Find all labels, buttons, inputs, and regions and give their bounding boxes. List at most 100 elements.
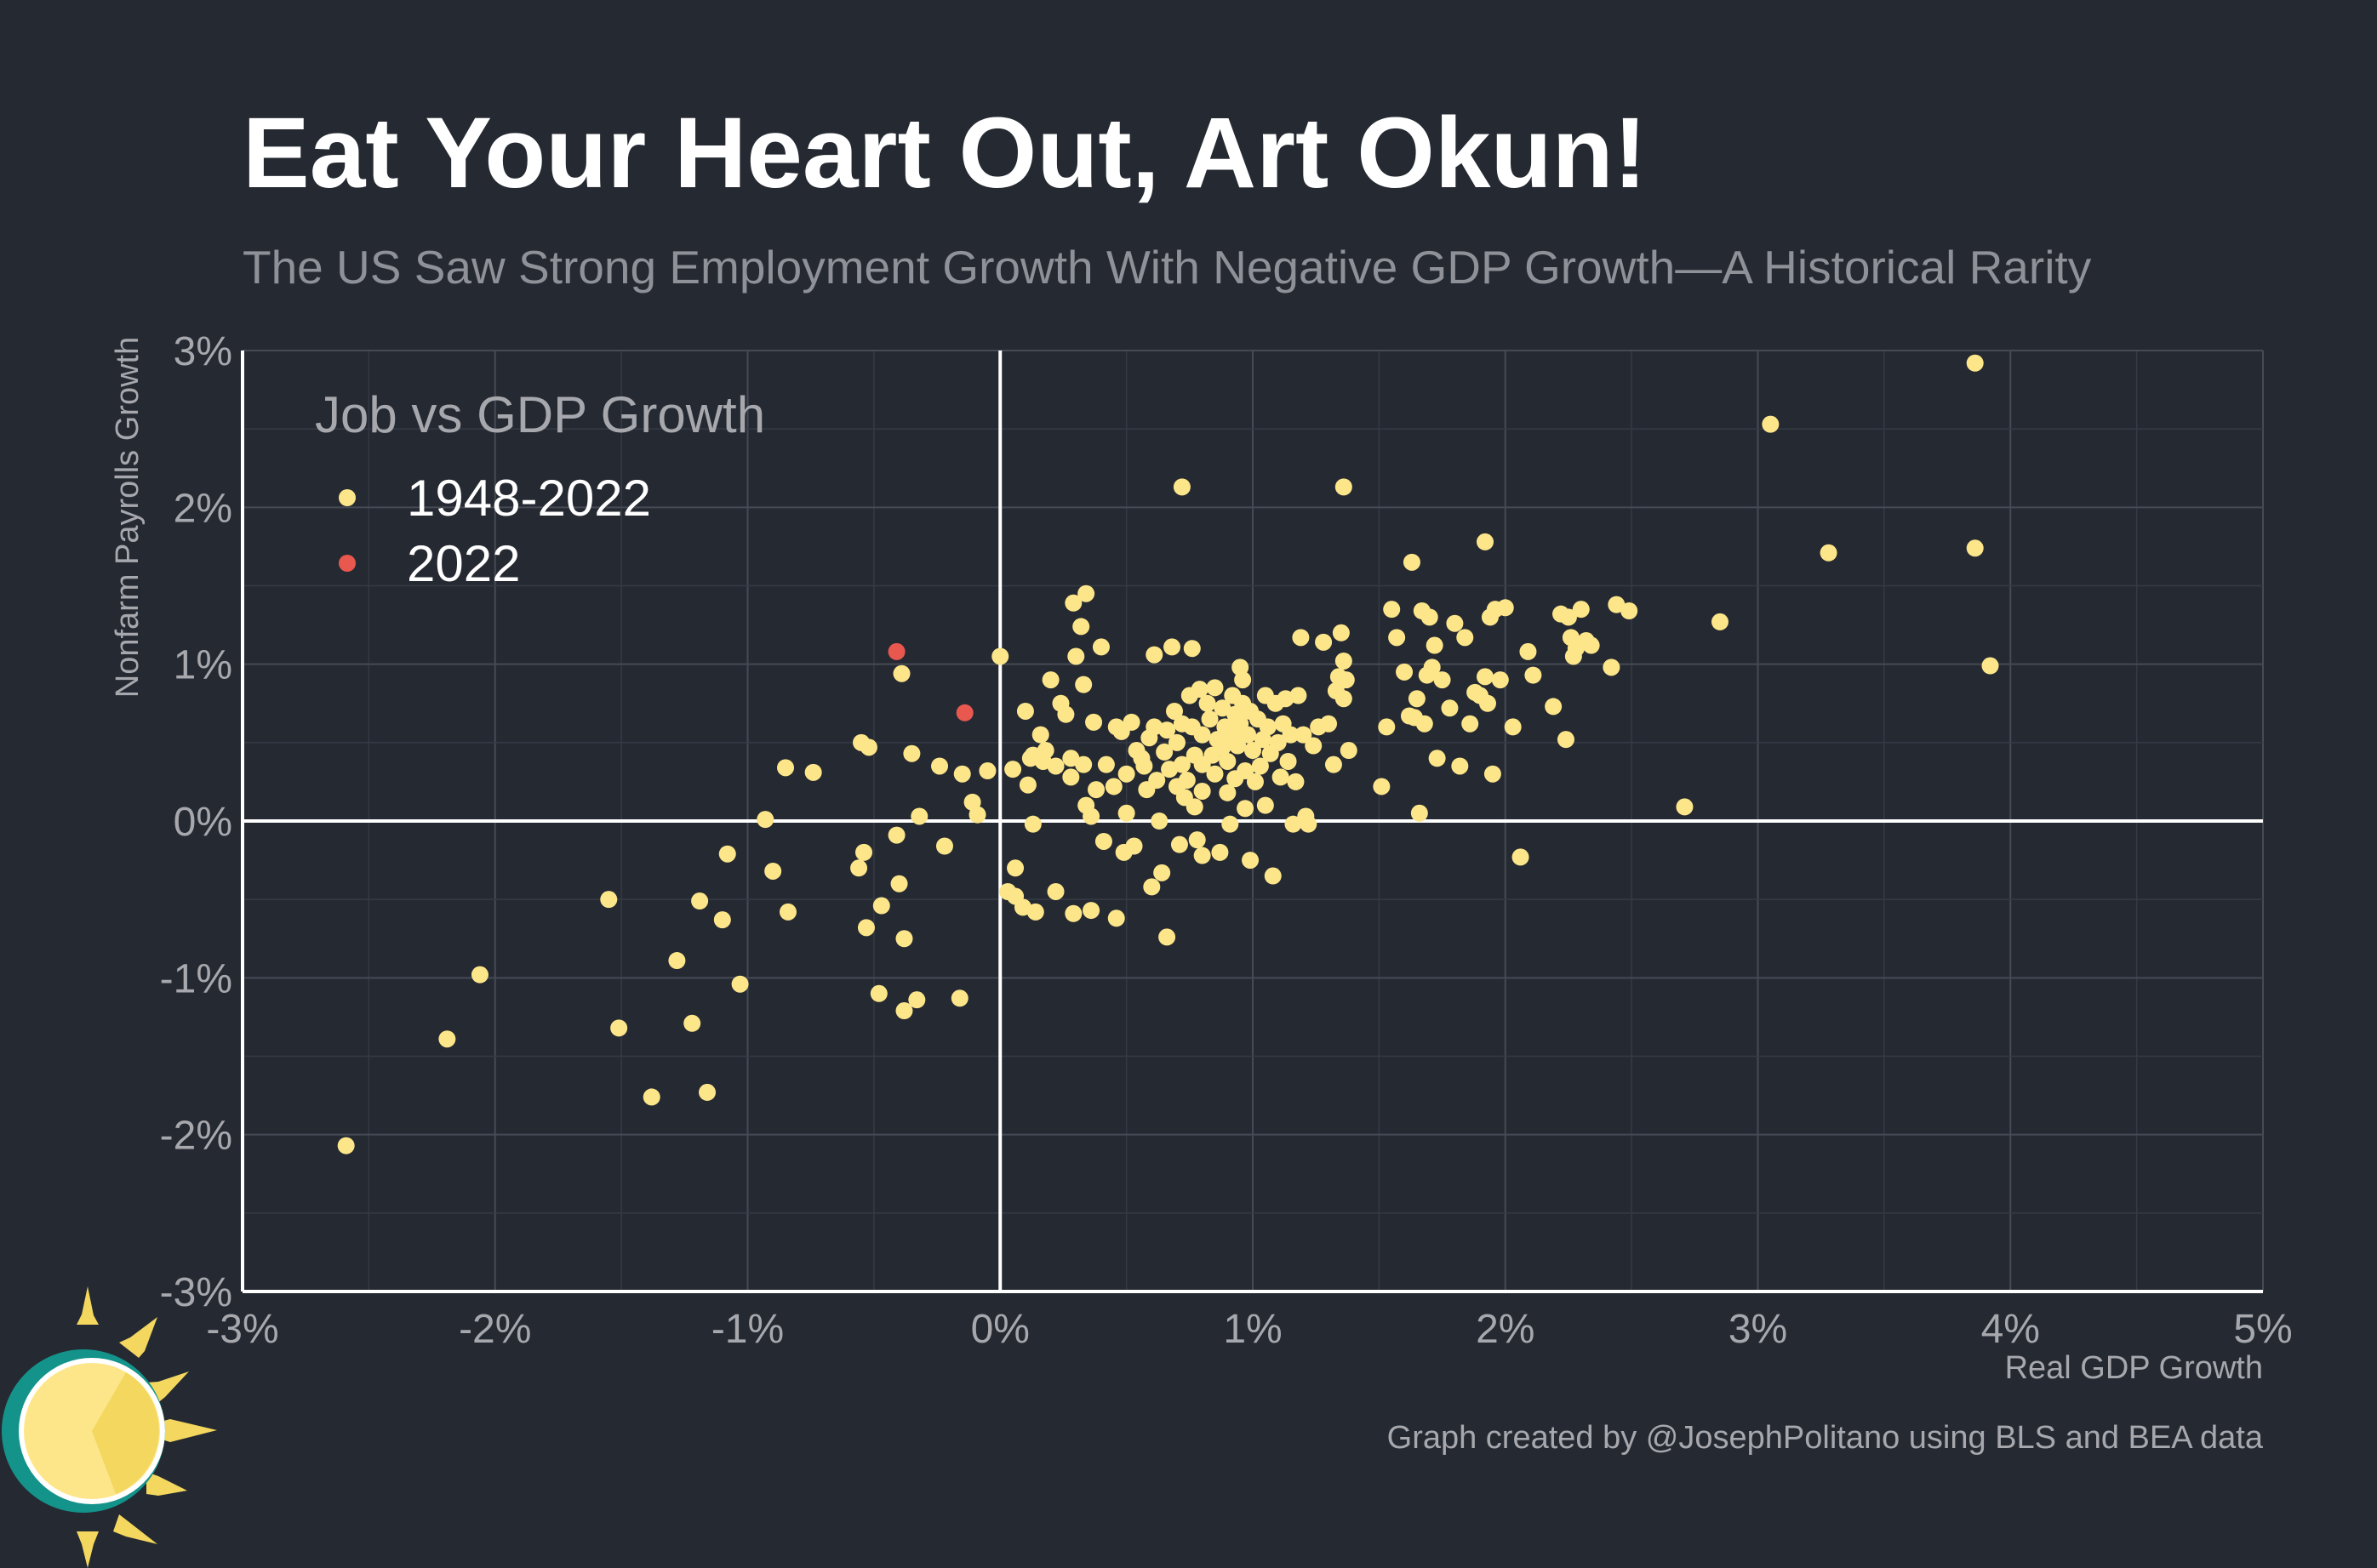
point-1948-2022 — [1088, 781, 1106, 799]
y-tick-label: 2% — [174, 486, 232, 531]
point-1948-2022 — [699, 1083, 717, 1101]
point-1948-2022 — [1037, 742, 1054, 760]
point-1948-2022 — [1170, 835, 1188, 853]
point-1948-2022 — [1214, 738, 1231, 756]
x-tick-label: -1% — [711, 1307, 784, 1352]
point-1948-2022 — [890, 875, 908, 892]
point-1948-2022 — [1105, 778, 1123, 795]
point-1948-2022 — [1456, 629, 1474, 647]
point-1948-2022 — [1031, 726, 1049, 744]
point-1948-2022 — [1420, 608, 1438, 626]
point-1948-2022 — [1026, 903, 1044, 921]
point-2022 — [888, 642, 906, 660]
point-1948-2022 — [1244, 742, 1261, 760]
point-1948-2022 — [1085, 713, 1103, 731]
point-1948-2022 — [931, 757, 949, 775]
point-1948-2022 — [1065, 594, 1083, 612]
point-1948-2022 — [1211, 843, 1229, 861]
point-1948-2022 — [1519, 642, 1537, 660]
point-1948-2022 — [1047, 757, 1065, 775]
point-1948-2022 — [1024, 815, 1042, 833]
point-1948-2022 — [1193, 726, 1211, 744]
chart-subtitle: The US Saw Strong Employment Growth With… — [243, 241, 2092, 294]
point-1948-2022 — [1092, 638, 1110, 656]
point-1948-2022 — [1294, 726, 1312, 744]
point-1948-2022 — [764, 862, 782, 880]
point-1948-2022 — [1620, 602, 1638, 619]
point-1948-2022 — [1332, 624, 1350, 641]
point-1948-2022 — [1284, 815, 1302, 833]
point-1948-2022 — [1193, 847, 1211, 864]
point-1948-2022 — [1158, 721, 1176, 739]
point-1948-2022 — [1158, 928, 1176, 946]
point-1948-2022 — [691, 892, 709, 910]
point-1948-2022 — [857, 919, 875, 937]
point-1948-2022 — [1289, 687, 1307, 704]
y-tick-label: 1% — [174, 643, 232, 688]
point-1948-2022 — [1292, 629, 1310, 647]
point-1948-2022 — [1083, 807, 1100, 825]
point-1948-2022 — [1477, 533, 1494, 550]
point-1948-2022 — [643, 1088, 660, 1106]
point-1948-2022 — [1478, 694, 1496, 712]
point-1948-2022 — [1762, 415, 1780, 433]
point-1948-2022 — [1388, 629, 1406, 647]
chart-title: Eat Your Heart Out, Art Okun! — [243, 97, 1647, 209]
point-1948-2022 — [1383, 601, 1401, 619]
point-2022 — [956, 704, 974, 721]
point-1948-2022 — [1608, 596, 1626, 613]
point-1948-2022 — [1396, 663, 1414, 681]
point-1948-2022 — [1408, 690, 1426, 708]
point-1948-2022 — [1966, 354, 1984, 372]
point-1948-2022 — [1075, 676, 1093, 693]
point-1948-2022 — [1415, 715, 1433, 733]
x-tick-label: 0% — [971, 1307, 1030, 1352]
point-1948-2022 — [1582, 636, 1600, 654]
y-tick-label: -2% — [160, 1114, 232, 1159]
point-1948-2022 — [979, 762, 997, 780]
point-1948-2022 — [1378, 718, 1396, 736]
point-1948-2022 — [860, 738, 877, 756]
point-1948-2022 — [1259, 718, 1277, 736]
point-1948-2022 — [935, 837, 953, 855]
legend-label-2022: 2022 — [407, 535, 520, 592]
point-1948-2022 — [1107, 909, 1125, 927]
point-1948-2022 — [683, 1014, 701, 1032]
x-tick-label: 3% — [1728, 1307, 1787, 1352]
point-1948-2022 — [668, 952, 686, 970]
y-tick-label: 3% — [174, 329, 232, 374]
point-1948-2022 — [731, 975, 749, 993]
x-tick-label: -2% — [459, 1307, 531, 1352]
point-1948-2022 — [1256, 796, 1274, 814]
point-1948-2022 — [1428, 750, 1446, 767]
point-1948-2022 — [1097, 755, 1115, 773]
point-1948-2022 — [1148, 772, 1166, 790]
point-1948-2022 — [1151, 813, 1169, 830]
point-1948-2022 — [1123, 713, 1140, 731]
x-tick-label: 2% — [1476, 1307, 1534, 1352]
legend-label-1948-2022: 1948-2022 — [407, 470, 651, 527]
point-1948-2022 — [1125, 837, 1143, 855]
point-1948-2022 — [1282, 726, 1300, 744]
point-1948-2022 — [1057, 705, 1075, 723]
point-1948-2022 — [1173, 755, 1191, 773]
point-1948-2022 — [1234, 671, 1252, 689]
point-1948-2022 — [953, 765, 971, 783]
point-1948-2022 — [1007, 859, 1025, 877]
point-1948-2022 — [1173, 478, 1191, 496]
point-1948-2022 — [1559, 608, 1577, 626]
data-points — [337, 354, 1999, 1155]
point-1948-2022 — [1237, 800, 1254, 818]
point-1948-2022 — [1477, 668, 1494, 686]
zero-lines — [243, 351, 2263, 1291]
point-1948-2022 — [1603, 659, 1620, 676]
x-tick-label: -3% — [206, 1307, 278, 1352]
point-1948-2022 — [888, 826, 906, 844]
point-1948-2022 — [1711, 613, 1728, 630]
point-1948-2022 — [872, 897, 890, 915]
point-1948-2022 — [1072, 618, 1090, 636]
point-1948-2022 — [1426, 636, 1443, 654]
legend-title: Job vs GDP Growth — [315, 386, 765, 443]
point-1948-2022 — [1219, 784, 1237, 801]
y-axis-title: Nonfarm Payrolls Growth — [110, 337, 146, 698]
